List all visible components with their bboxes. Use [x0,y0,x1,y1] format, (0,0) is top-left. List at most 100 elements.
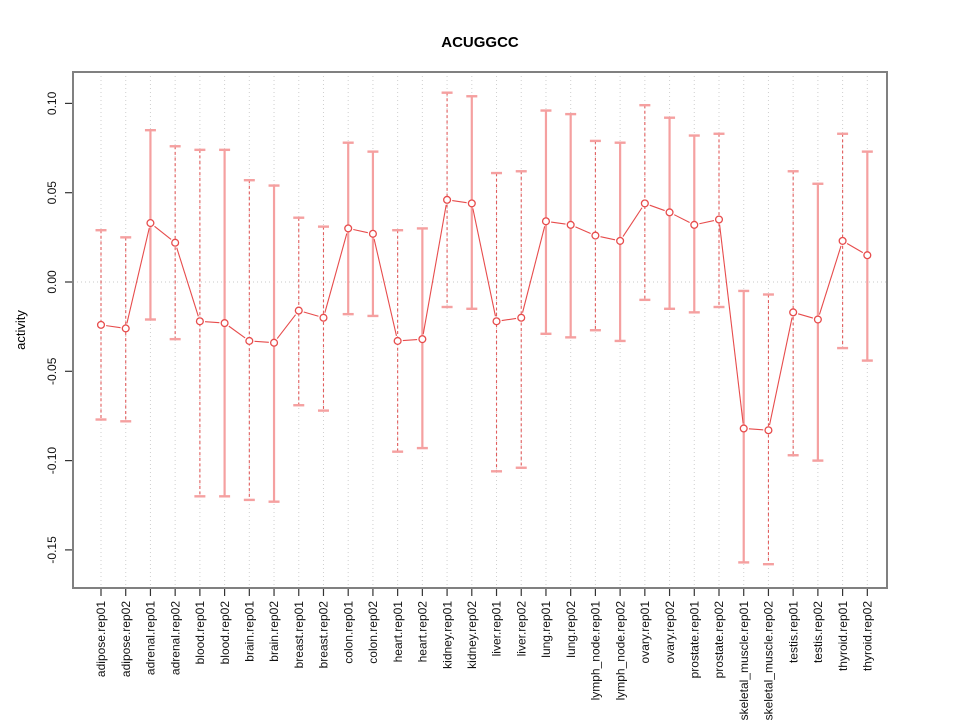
x-tick-label: liver.rep02 [514,601,528,657]
series-connector [748,428,764,431]
series-connector [276,314,297,339]
x-tick-label: adrenal.rep02 [168,601,182,675]
x-tick-label: liver.rep01 [490,601,504,657]
series-connector [501,317,517,322]
data-point [838,236,847,245]
data-point [616,236,625,245]
series-connector [846,243,864,254]
series-connector [205,321,220,324]
series-connector [600,236,616,241]
series-connector [154,225,172,240]
data-point [121,324,130,333]
x-tick-label: lung.rep01 [539,601,553,658]
series-connector [402,338,418,342]
data-point [863,251,872,260]
series-connector [106,325,121,329]
y-tick-label: 0.00 [45,270,59,294]
data-point [591,231,600,240]
data-point [467,199,476,208]
series-connector [126,227,150,324]
data-point [739,424,748,433]
series-connector [818,245,842,315]
series-connector [303,311,319,317]
series-connector [649,204,665,212]
chart-title: ACUGGCC [441,34,519,51]
y-tick-label: 0.05 [45,181,59,205]
series-connector [622,207,643,237]
x-tick-label: colon.rep02 [366,601,380,664]
data-point [368,229,377,238]
data-point [690,220,699,229]
data-point [245,336,254,345]
series-connector [422,204,447,335]
x-tick-label: testis.rep02 [811,601,825,663]
data-point [665,208,674,217]
data-point [220,319,229,328]
data-point [294,306,303,315]
x-tick-label: colon.rep01 [341,601,355,664]
x-tick-label: prostate.rep01 [687,601,701,679]
x-tick-label: adipose.rep02 [119,601,133,677]
y-tick-label: 0.10 [45,91,59,115]
x-tick-label: blood.rep01 [193,601,207,665]
x-tick-label: kidney.rep01 [440,601,454,669]
data-point [813,315,822,324]
data-point [96,320,106,329]
x-tick-label: breast.rep01 [292,601,306,669]
x-tick-label: thyroid.rep01 [836,601,850,671]
x-tick-label: kidney.rep02 [465,601,479,669]
series-connector [254,340,269,343]
y-tick-label: -0.10 [45,447,59,475]
data-point [269,338,279,347]
series-connector [798,313,814,319]
data-point [566,220,575,229]
data-point [393,336,402,345]
series-connector [324,233,348,313]
data-point [344,224,353,233]
series-connector [373,238,398,336]
data-point [640,199,649,208]
x-tick-label: skeletal_muscle.rep01 [737,601,751,720]
x-tick-label: brain.rep01 [243,601,257,662]
data-point [146,219,155,228]
x-tick-label: skeletal_muscle.rep02 [762,601,776,720]
x-tick-label: heart.rep01 [391,601,405,663]
y-tick-label: -0.05 [45,357,59,385]
series-connector [452,200,467,204]
data-point [789,308,798,317]
data-point [541,217,551,226]
x-tick-label: lymph_node.rep01 [589,601,603,701]
series-connector [228,325,246,339]
data-point [714,215,724,224]
y-tick-label: -0.15 [45,536,59,564]
x-tick-label: ovary.rep02 [663,601,677,664]
data-point [492,317,501,326]
y-axis-label: activity [13,310,28,350]
series-connector [353,228,368,234]
series-connector [551,221,566,225]
x-tick-label: heart.rep02 [416,601,430,663]
series-connector [673,214,690,223]
data-point [319,313,328,322]
x-tick-label: testis.rep01 [786,601,800,663]
plot-border [72,71,888,589]
series-connector [521,226,546,313]
x-tick-label: brain.rep02 [267,601,281,662]
data-point [764,426,773,435]
x-tick-label: prostate.rep02 [712,601,726,679]
x-tick-label: adipose.rep01 [94,601,108,677]
x-tick-label: lymph_node.rep02 [613,601,627,701]
data-point [418,335,427,344]
plot-area: adipose.rep01 adipose.rep02 adrenal.rep01 a… [45,71,888,720]
series-connector [719,224,744,424]
data-point [171,238,180,247]
series-connector [768,317,793,426]
series-connector [575,226,591,235]
x-tick-label: thyroid.rep02 [861,601,875,671]
data-point [517,313,526,322]
x-tick-label: adrenal.rep01 [144,601,158,675]
series-connector [472,208,496,317]
x-tick-label: breast.rep02 [317,601,331,669]
